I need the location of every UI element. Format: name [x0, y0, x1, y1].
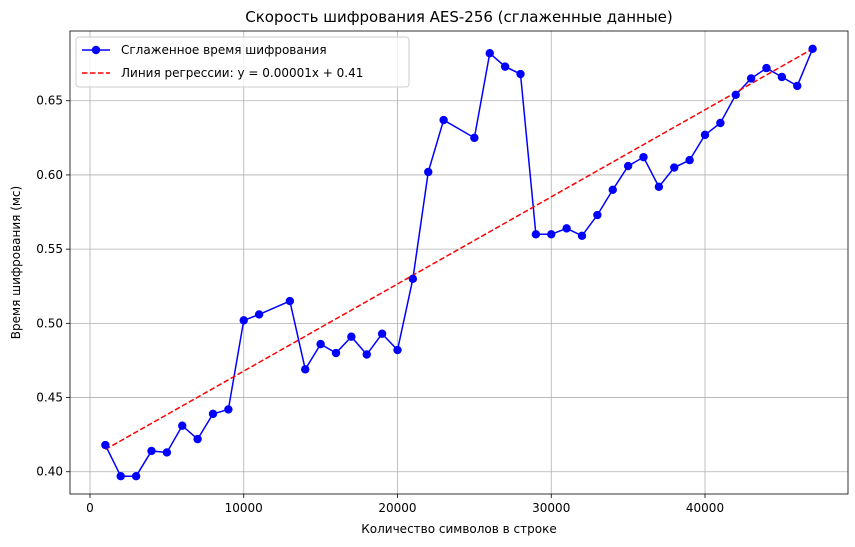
- x-tick-label: 20000: [378, 501, 416, 515]
- x-tick-label: 40000: [686, 501, 724, 515]
- data-point: [639, 152, 648, 162]
- y-tick-label: 0.50: [36, 316, 63, 330]
- data-point: [178, 421, 187, 430]
- y-tick-label: 0.65: [36, 94, 63, 108]
- data-point: [531, 230, 541, 239]
- data-point: [254, 310, 264, 319]
- y-tick-label: 0.45: [36, 391, 63, 405]
- data-point: [162, 448, 172, 457]
- series-layer: [101, 44, 817, 481]
- data-point: [793, 81, 802, 91]
- data-point: [654, 182, 664, 192]
- legend-swatch-smoothed-marker: [91, 45, 101, 55]
- data-point: [101, 440, 110, 450]
- y-axis-label: Время шифрования (мс): [9, 186, 23, 339]
- grid-lines: [70, 31, 848, 494]
- data-point: [670, 163, 679, 172]
- data-point: [408, 274, 418, 284]
- data-point: [470, 133, 479, 143]
- data-point: [116, 471, 125, 481]
- data-point: [193, 434, 202, 444]
- y-tick-label: 0.55: [36, 242, 63, 256]
- data-point: [700, 130, 710, 140]
- data-point: [316, 339, 325, 349]
- data-point: [685, 155, 694, 165]
- data-point: [224, 405, 233, 414]
- data-point: [577, 231, 587, 240]
- legend-label-smoothed: Сглаженное время шифрования: [121, 43, 327, 57]
- data-point: [131, 471, 141, 481]
- data-point: [500, 62, 510, 71]
- data-point: [762, 63, 771, 73]
- data-point: [331, 348, 341, 358]
- x-tick-label: 30000: [532, 501, 570, 515]
- data-point: [485, 49, 494, 58]
- data-point: [746, 74, 756, 83]
- data-point: [777, 72, 787, 82]
- x-axis-label: Количество символов в строке: [361, 522, 556, 536]
- data-point: [731, 90, 740, 100]
- legend: Сглаженное время шифрования Линия регрес…: [75, 36, 410, 88]
- data-point: [593, 210, 602, 220]
- data-point: [301, 365, 310, 374]
- data-point: [608, 185, 617, 194]
- x-tick-label: 0: [86, 501, 94, 515]
- legend-box: [75, 36, 410, 88]
- legend-label-regression: Линия регрессии: y = 0.00001x + 0.41: [121, 66, 363, 80]
- data-point: [623, 161, 633, 171]
- data-point: [147, 446, 156, 456]
- y-tick-label: 0.60: [36, 168, 63, 182]
- y-tick-label: 0.40: [36, 465, 63, 479]
- data-point: [239, 316, 248, 325]
- axis-ticks: 0 10000 20000 30000 40000 0.40 0.45 0.50 0.55 0.6…: [36, 94, 724, 515]
- data-point: [516, 69, 525, 79]
- data-point: [716, 118, 725, 128]
- data-point: [208, 409, 218, 419]
- chart-title: Скорость шифрования AES-256 (сглаженные …: [245, 8, 673, 26]
- data-point: [362, 350, 371, 359]
- plot-area: [69, 30, 849, 495]
- data-point: [393, 345, 402, 355]
- data-point: [562, 224, 571, 233]
- data-point: [808, 44, 817, 54]
- data-point: [439, 115, 448, 125]
- series-regression-line: [104, 48, 814, 451]
- data-point: [547, 230, 556, 239]
- x-tick-label: 10000: [225, 501, 263, 515]
- data-point: [424, 167, 433, 177]
- data-point: [347, 332, 356, 341]
- data-point: [285, 296, 295, 306]
- data-point: [377, 329, 387, 338]
